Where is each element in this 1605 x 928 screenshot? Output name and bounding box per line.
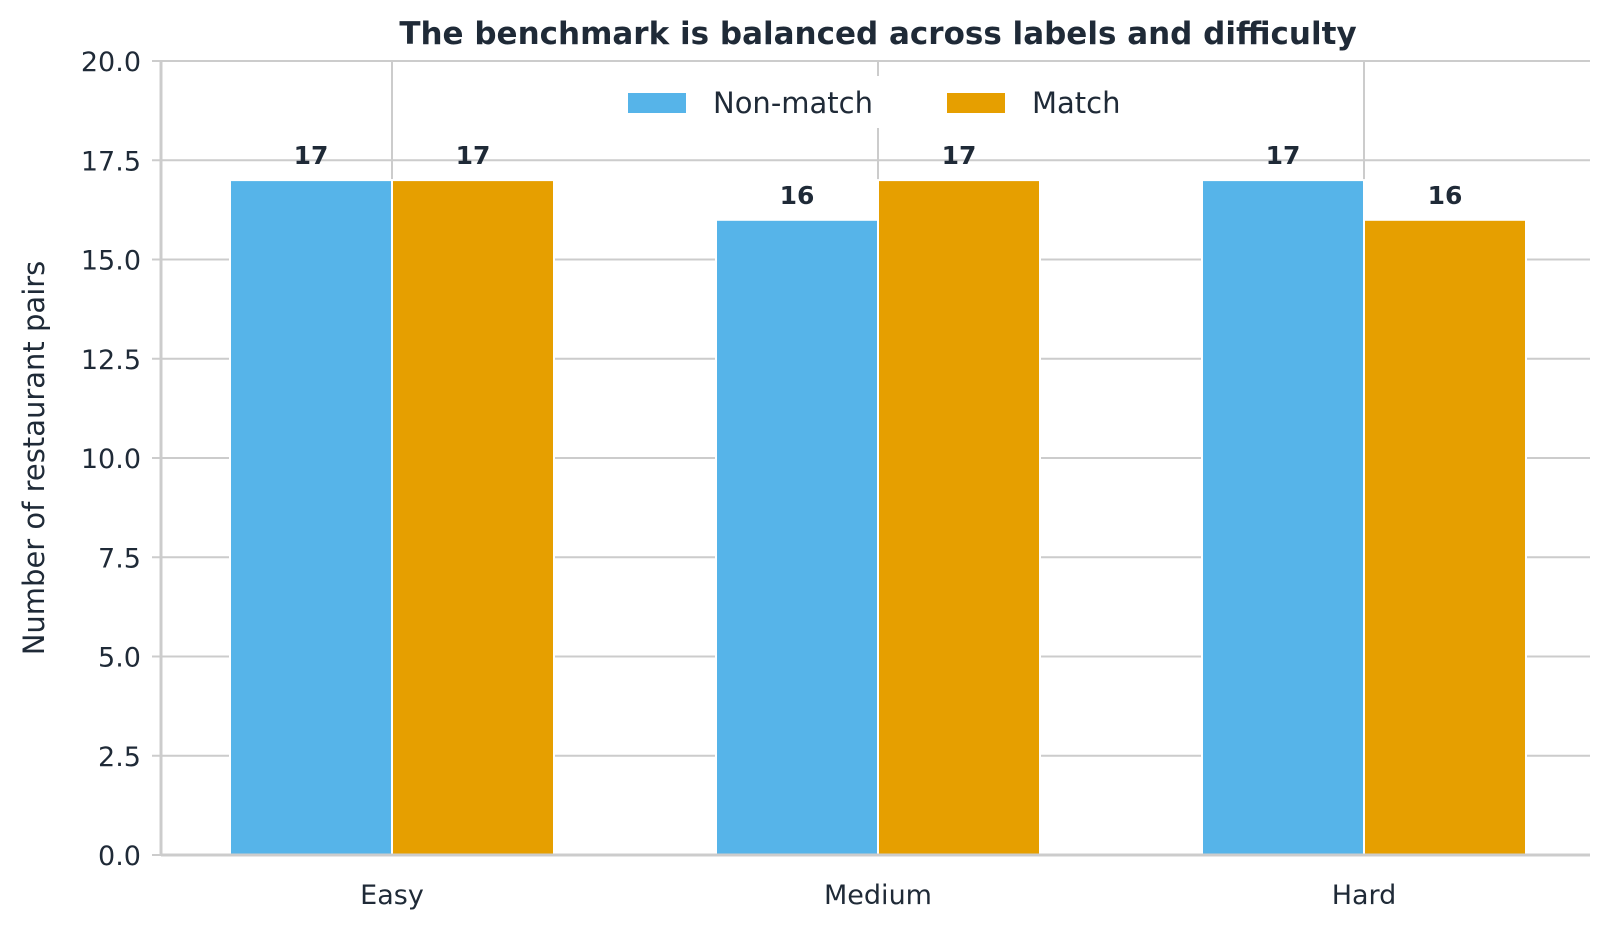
legend-swatch: [947, 93, 1005, 113]
y-tick-label: 20.0: [81, 47, 141, 78]
y-tick-label: 10.0: [81, 444, 141, 475]
y-axis-label: Number of restaurant pairs: [17, 261, 51, 656]
bar-value-labels: 17 16 17 17 17 16: [294, 141, 1463, 210]
bar: [715, 218, 879, 857]
legend-label: Match: [1032, 86, 1121, 120]
bar-value-label: 17: [1266, 141, 1301, 170]
x-tick-label: Hard: [1332, 880, 1397, 911]
bar: [391, 179, 555, 857]
x-tick-label: Medium: [824, 880, 932, 911]
y-tick-label: 2.5: [98, 742, 141, 773]
legend-label: Non-match: [713, 86, 873, 120]
y-tick-label: 5.0: [98, 643, 141, 674]
bar-value-label: 17: [294, 141, 329, 170]
legend-swatch: [628, 93, 686, 113]
legend-background: [612, 76, 1140, 128]
bar-value-label: 16: [780, 181, 815, 210]
bar-value-label: 16: [1428, 181, 1463, 210]
axes: 0.0 2.5 5.0 7.5 10.0 12.5 15.0 17.5 20.0 Easy Medi…: [81, 47, 1590, 911]
bar-value-label: 17: [942, 141, 977, 170]
legend: Non-match Match: [612, 76, 1140, 128]
bar: [877, 179, 1041, 857]
y-tick-label: 7.5: [98, 543, 141, 574]
y-tick-label: 0.0: [98, 841, 141, 872]
y-tick-label: 17.5: [81, 146, 141, 177]
chart-title: The benchmark is balanced across labels …: [399, 16, 1356, 52]
bar-value-label: 17: [456, 141, 491, 170]
y-tick-label: 15.0: [81, 246, 141, 277]
bar: [1201, 179, 1365, 857]
y-tick-label: 12.5: [81, 345, 141, 376]
x-tick-label: Easy: [360, 880, 424, 911]
bars: [229, 179, 1527, 857]
bar: [229, 179, 393, 857]
bar: [1363, 218, 1527, 857]
